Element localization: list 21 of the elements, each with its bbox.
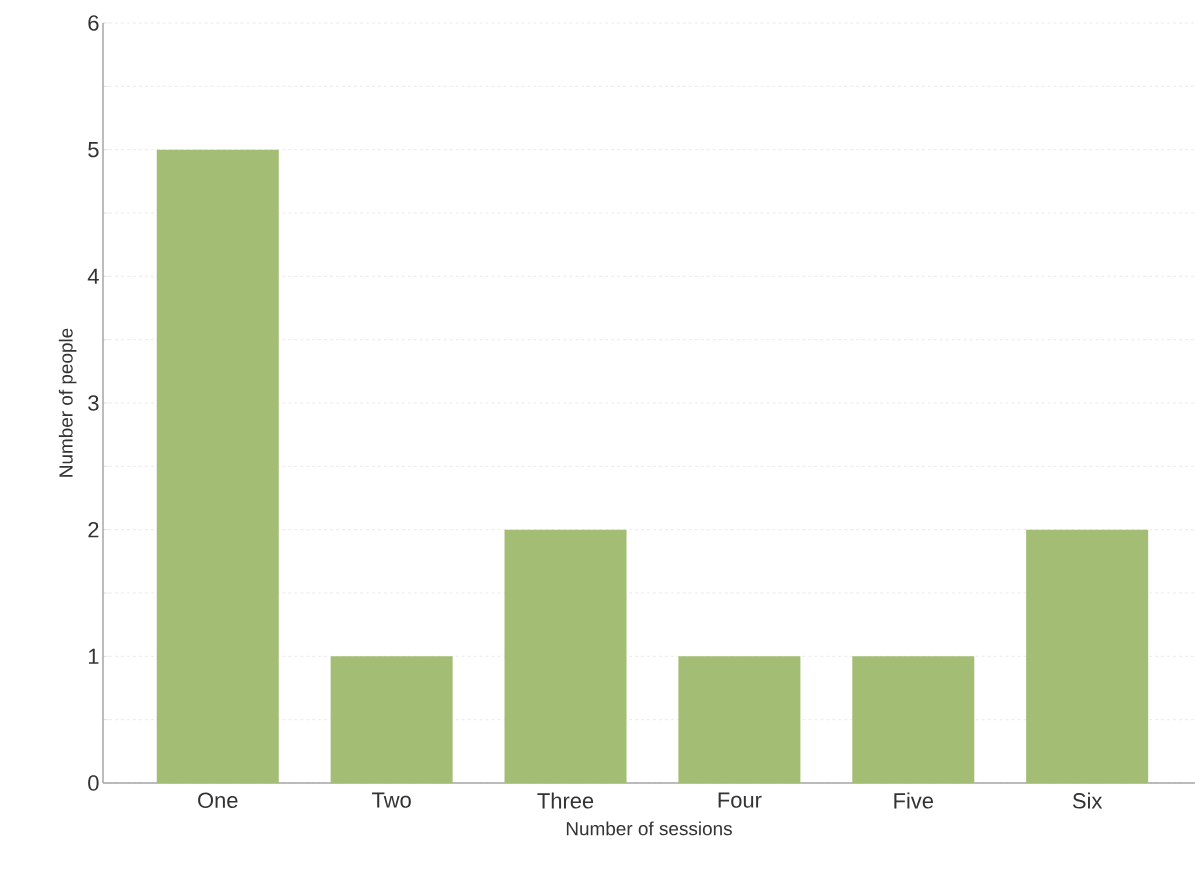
y-tick-label: 4	[87, 268, 99, 284]
y-axis-title: Number of people	[58, 328, 77, 477]
bar	[852, 656, 975, 783]
x-tick-label: One	[198, 792, 238, 809]
y-tick-label: 0	[88, 775, 99, 791]
bar	[1026, 529, 1149, 783]
x-axis-title: Number of sessions	[566, 821, 732, 836]
bar	[156, 149, 279, 783]
y-tick-label: 1	[88, 648, 99, 664]
x-tick-label: Four	[718, 792, 762, 808]
y-tick-label: 2	[88, 522, 99, 538]
x-tick-label: Six	[1072, 792, 1103, 809]
bar	[330, 656, 453, 783]
bar	[678, 656, 801, 783]
y-tick-label: 3	[88, 395, 99, 411]
x-tick-label: Two	[372, 792, 411, 808]
y-tick-label: 5	[88, 142, 99, 158]
x-tick-label: Three	[537, 792, 594, 809]
y-tick-label: 6	[88, 15, 99, 31]
bar	[504, 529, 627, 783]
x-tick-label: Five	[894, 792, 934, 809]
